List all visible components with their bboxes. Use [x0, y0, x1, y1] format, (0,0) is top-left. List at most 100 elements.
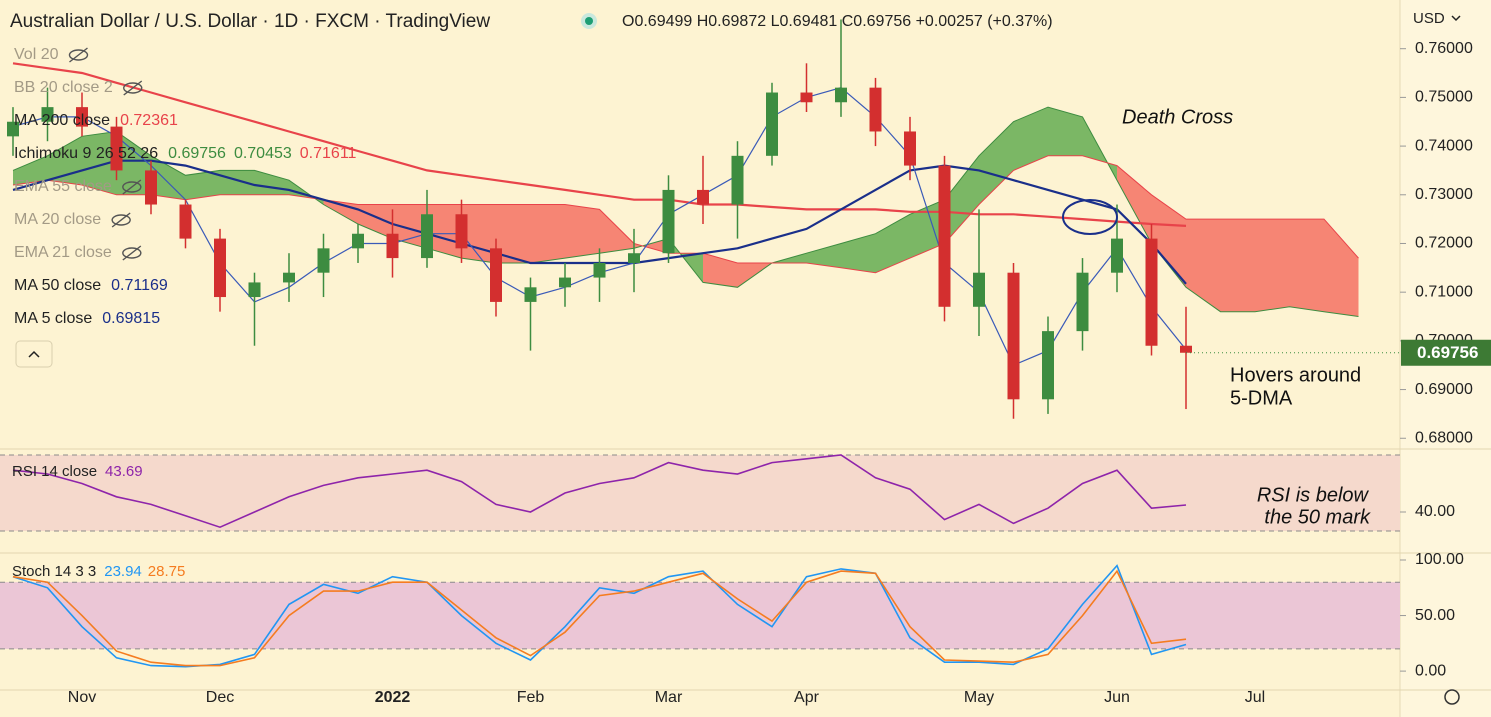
- y-tick-label: 0.69000: [1415, 381, 1473, 398]
- annotation: Hovers around: [1230, 364, 1361, 386]
- cloud-segment: [116, 131, 151, 195]
- oscillator-line: [12, 569, 1187, 667]
- cloud-segment: [1048, 107, 1083, 156]
- overlay: Australian Dollar / U.S. Dollar · 1D · F…: [10, 10, 1491, 706]
- cloud-segment: [323, 199, 358, 224]
- cloud-segment: [1186, 219, 1221, 312]
- legend-label: Vol 20: [14, 46, 59, 63]
- hidden-icon: [111, 214, 131, 226]
- candle-body: [593, 262, 606, 278]
- hidden-icon: [123, 80, 143, 96]
- cloud-segment: [1255, 219, 1290, 312]
- span-a-line: [12, 106, 1359, 317]
- candle-body: [490, 248, 502, 302]
- annotation: Death Cross: [1122, 106, 1233, 128]
- cloud-segment: [1220, 219, 1255, 312]
- candle-body: [455, 214, 468, 249]
- y-tick-label: 100.00: [1415, 551, 1464, 568]
- legend-label: MA 50 close: [14, 277, 101, 294]
- legend-value: 0.69815: [102, 310, 160, 327]
- candle-body: [76, 107, 88, 127]
- y-tick-label: 0.74000: [1415, 137, 1473, 154]
- legend-label: MA 200 close: [14, 112, 110, 129]
- cloud-segment: [806, 243, 841, 268]
- cloud-segment: [392, 204, 427, 249]
- y-tick-label: 0.68000: [1415, 429, 1473, 446]
- legend-label: EMA 21 close: [14, 244, 112, 261]
- cloud-segment: [1013, 107, 1048, 171]
- cloud-segment: [910, 199, 945, 259]
- candle-body: [1007, 272, 1020, 400]
- hidden-icon: [122, 181, 142, 193]
- candle-body: [628, 253, 640, 263]
- ohlc-values: O0.69499 H0.69872 L0.69481 C0.69756 +0.0…: [622, 13, 1053, 30]
- candle-body: [731, 155, 744, 205]
- candle-body: [1145, 238, 1158, 346]
- legend-label: MA 20 close: [14, 211, 101, 228]
- dropdown-icon[interactable]: [1451, 15, 1461, 22]
- currency-label[interactable]: USD: [1413, 10, 1445, 27]
- candle-body: [41, 107, 54, 122]
- x-tick-label: 2022: [375, 689, 411, 706]
- annotation: 5-DMA: [1230, 387, 1293, 409]
- hidden-icon: [122, 247, 142, 259]
- legend-label: Ichimoku 9 26 52 26: [14, 145, 158, 162]
- cross-highlight: [1062, 199, 1118, 235]
- collapse-button[interactable]: [15, 340, 53, 368]
- candle-body: [386, 233, 399, 259]
- hidden-icon: [122, 245, 142, 261]
- candle-body: [869, 87, 882, 132]
- x-tick-label: Jun: [1104, 689, 1130, 706]
- x-tick-label: Dec: [206, 689, 234, 706]
- x-tick-label: Nov: [68, 689, 96, 706]
- x-tick-label: Feb: [517, 689, 545, 706]
- candle-body: [1076, 272, 1089, 332]
- candle-body: [283, 272, 295, 283]
- candle-body: [559, 277, 571, 288]
- cloud-segment: [703, 253, 738, 288]
- candle-body: [248, 282, 261, 298]
- cloud-segment: [530, 204, 565, 263]
- legend-label: EMA 55 close: [14, 178, 112, 195]
- collapse-icon[interactable]: [28, 350, 40, 358]
- candle-body: [179, 204, 192, 239]
- last-price-label: 0.69756: [1417, 343, 1478, 362]
- legend-label: MA 5 close: [14, 310, 92, 327]
- candle-body: [662, 189, 675, 254]
- legend-value: 0.72361: [120, 112, 178, 129]
- candle-body: [904, 131, 916, 166]
- legend-value: 0.69756: [168, 145, 226, 162]
- candle-body: [1111, 238, 1123, 273]
- y-tick-label: 40.00: [1415, 503, 1455, 520]
- candle-body: [145, 170, 157, 205]
- level-band: [0, 582, 1400, 649]
- annotation: the 50 mark: [1264, 506, 1371, 528]
- status-dot: [585, 17, 593, 25]
- cloud-segment: [1151, 194, 1186, 288]
- cloud-segment: [634, 238, 669, 254]
- x-tick-label: Jul: [1245, 689, 1265, 706]
- x-tick-label: May: [964, 689, 994, 706]
- pane-title: Stoch 14 3 3: [12, 563, 96, 580]
- chart-title: Australian Dollar / U.S. Dollar · 1D · F…: [10, 11, 490, 32]
- legend-value: 0.70453: [234, 145, 292, 162]
- candle-body: [214, 238, 226, 298]
- candle-body: [835, 87, 847, 103]
- candle-body: [421, 214, 433, 259]
- candle-body: [1180, 345, 1192, 353]
- legend-label: BB 20 close 2: [14, 79, 113, 96]
- oscillator-line: [12, 454, 1187, 529]
- hidden-icon: [68, 49, 89, 61]
- candle-body: [800, 92, 813, 103]
- legend-value: 0.71611: [300, 145, 357, 162]
- annotation: RSI is below: [1257, 484, 1370, 506]
- pane-title: RSI 14 close: [12, 463, 97, 480]
- candle-body: [1042, 331, 1054, 400]
- cloud-segment: [565, 204, 600, 259]
- candle-body: [110, 126, 123, 171]
- y-tick-label: 0.76000: [1415, 40, 1473, 57]
- settings-icon[interactable]: [1444, 689, 1460, 705]
- ma-line: [12, 62, 1187, 227]
- candle-body: [938, 165, 951, 307]
- span-b-line: [12, 155, 1359, 274]
